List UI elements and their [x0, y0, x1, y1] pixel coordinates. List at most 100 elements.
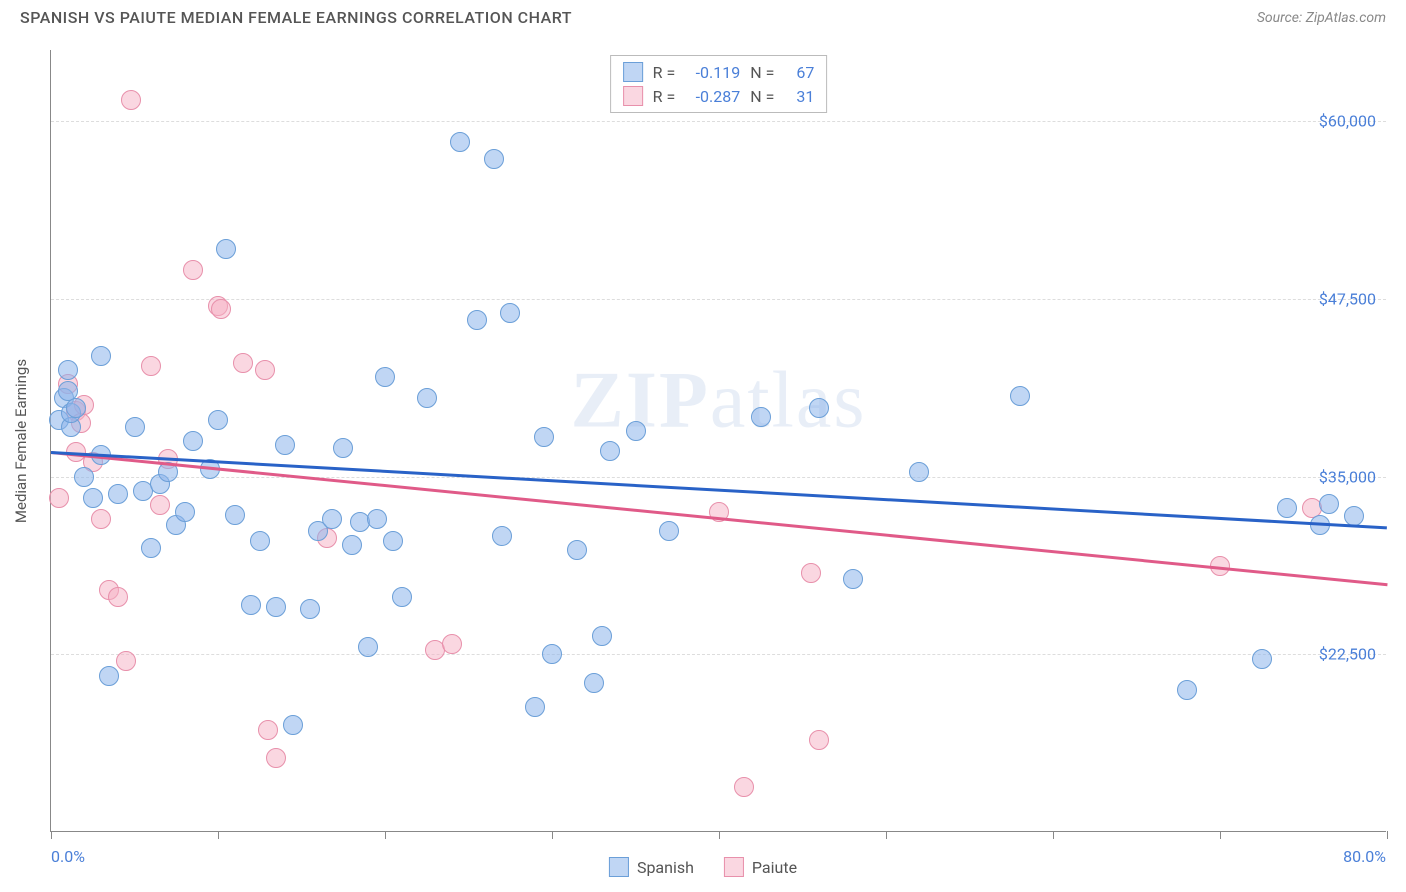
spanish-point — [358, 637, 378, 657]
spanish-point — [99, 666, 119, 686]
gridline — [51, 477, 1386, 478]
n-label: N = — [750, 63, 774, 82]
paiute-point — [108, 587, 128, 607]
spanish-point — [751, 407, 771, 427]
spanish-point — [1319, 494, 1339, 514]
gridline — [51, 299, 1386, 300]
spanish-point — [809, 398, 829, 418]
spanish-point — [1177, 680, 1197, 700]
x-tick — [51, 831, 52, 839]
legend-swatch — [623, 62, 643, 82]
legend-label: Spanish — [637, 858, 694, 877]
spanish-point — [125, 417, 145, 437]
legend-label: Paiute — [752, 858, 797, 877]
series-legend: Spanish Paiute — [609, 857, 797, 877]
x-tick — [1053, 831, 1054, 839]
paiute-point — [801, 563, 821, 583]
paiute-point — [121, 90, 141, 110]
spanish-point — [83, 488, 103, 508]
spanish-point — [500, 303, 520, 323]
spanish-point — [208, 410, 228, 430]
spanish-point — [567, 540, 587, 560]
paiute-point — [141, 356, 161, 376]
x-tick — [218, 831, 219, 839]
spanish-point — [225, 505, 245, 525]
paiute-point — [258, 720, 278, 740]
spanish-point — [592, 626, 612, 646]
spanish-point — [66, 398, 86, 418]
spanish-point — [600, 441, 620, 461]
spanish-point — [342, 535, 362, 555]
y-tick-label: $35,000 — [1319, 467, 1376, 486]
stats-row: R = -0.119 N = 67 — [623, 60, 815, 84]
paiute-point — [183, 260, 203, 280]
x-axis-max-label: 80.0% — [1343, 847, 1386, 866]
source-attribution: Source: ZipAtlas.com — [1257, 10, 1386, 26]
y-axis-title: Median Female Earnings — [12, 358, 30, 522]
x-tick — [1220, 831, 1221, 839]
r-value: -0.287 — [685, 87, 740, 106]
r-label: R = — [653, 63, 676, 82]
spanish-point — [542, 644, 562, 664]
spanish-point — [626, 421, 646, 441]
y-tick-label: $60,000 — [1319, 112, 1376, 131]
spanish-point — [392, 587, 412, 607]
x-tick — [719, 831, 720, 839]
spanish-point — [241, 595, 261, 615]
x-axis-min-label: 0.0% — [51, 847, 85, 866]
spanish-point — [584, 673, 604, 693]
paiute-point — [116, 651, 136, 671]
r-value: -0.119 — [685, 63, 740, 82]
paiute-point — [734, 777, 754, 797]
spanish-point — [58, 360, 78, 380]
spanish-point — [141, 538, 161, 558]
legend-swatch — [623, 86, 643, 106]
n-value: 31 — [784, 87, 814, 106]
spanish-point — [1277, 498, 1297, 518]
spanish-point — [175, 502, 195, 522]
legend-swatch — [724, 857, 744, 877]
paiute-trendline — [51, 451, 1387, 586]
gridline — [51, 654, 1386, 655]
chart-title: SPANISH VS PAIUTE MEDIAN FEMALE EARNINGS… — [20, 8, 572, 27]
n-value: 67 — [784, 63, 814, 82]
paiute-point — [49, 488, 69, 508]
spanish-point — [525, 697, 545, 717]
spanish-point — [843, 569, 863, 589]
spanish-point — [450, 132, 470, 152]
y-tick-label: $22,500 — [1319, 645, 1376, 664]
paiute-point — [809, 730, 829, 750]
spanish-point — [283, 715, 303, 735]
spanish-point — [322, 509, 342, 529]
spanish-point — [383, 531, 403, 551]
spanish-point — [108, 484, 128, 504]
x-tick — [886, 831, 887, 839]
scatter-chart: Median Female Earnings ZIPatlas $22,500$… — [50, 50, 1386, 832]
spanish-point — [375, 367, 395, 387]
spanish-point — [909, 462, 929, 482]
paiute-point — [150, 495, 170, 515]
gridline — [51, 121, 1386, 122]
spanish-point — [417, 388, 437, 408]
paiute-point — [255, 360, 275, 380]
legend-item: Spanish — [609, 857, 694, 877]
stats-row: R = -0.287 N = 31 — [623, 84, 815, 108]
spanish-point — [300, 599, 320, 619]
spanish-point — [216, 239, 236, 259]
spanish-point — [333, 438, 353, 458]
legend-swatch — [609, 857, 629, 877]
stats-legend: R = -0.119 N = 67 R = -0.287 N = 31 — [610, 55, 828, 113]
paiute-point — [211, 299, 231, 319]
r-label: R = — [653, 87, 676, 106]
spanish-point — [266, 597, 286, 617]
paiute-point — [233, 353, 253, 373]
spanish-point — [492, 526, 512, 546]
y-tick-label: $47,500 — [1319, 289, 1376, 308]
spanish-point — [183, 431, 203, 451]
n-label: N = — [750, 87, 774, 106]
spanish-point — [467, 310, 487, 330]
paiute-point — [91, 509, 111, 529]
spanish-point — [659, 521, 679, 541]
spanish-point — [1010, 386, 1030, 406]
x-tick — [385, 831, 386, 839]
